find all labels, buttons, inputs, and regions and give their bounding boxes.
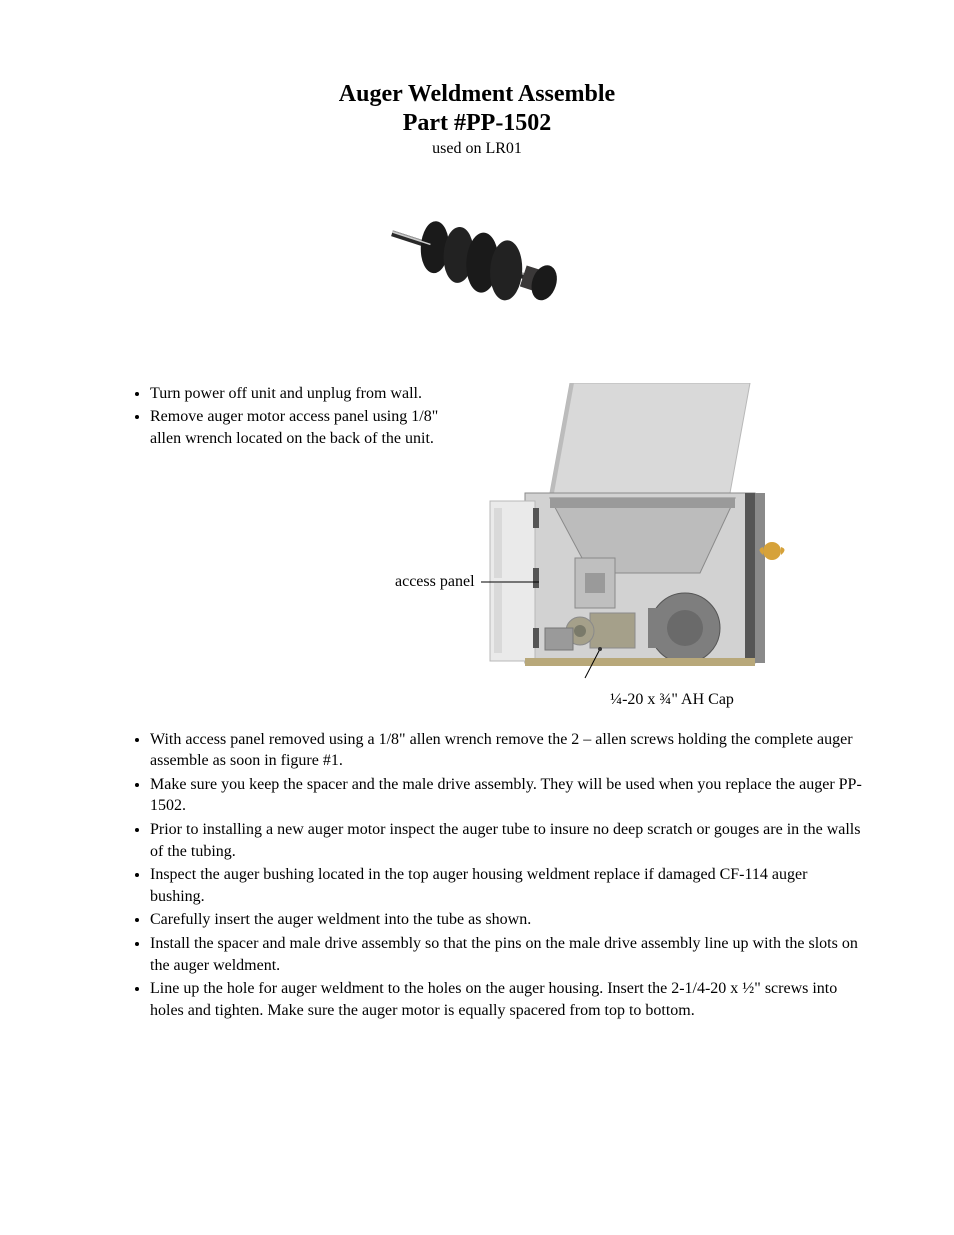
list-item: Carefully insert the auger weldment into…	[150, 909, 864, 931]
bullets-top: Turn power off unit and unplug from wall…	[130, 383, 460, 450]
instruction-list-top: Turn power off unit and unplug from wall…	[90, 383, 460, 452]
title-line-1: Auger Weldment Assemble	[90, 80, 864, 109]
auger-figure	[90, 208, 864, 323]
bullets-bottom: With access panel removed using a 1/8" a…	[130, 729, 864, 1022]
list-item: Inspect the auger bushing located in the…	[150, 864, 864, 907]
list-item: Prior to installing a new auger motor in…	[150, 819, 864, 862]
unit-figure-block: access panel	[480, 383, 864, 709]
pellet-unit-icon	[480, 383, 864, 683]
document-page: Auger Weldment Assemble Part #PP-1502 us…	[0, 0, 954, 1235]
auger-weldment-icon	[377, 208, 577, 323]
callout-access-panel: access panel	[395, 573, 541, 591]
instruction-list-bottom: With access panel removed using a 1/8" a…	[90, 729, 864, 1022]
list-item: Install the spacer and male drive assemb…	[150, 933, 864, 976]
list-item: Make sure you keep the spacer and the ma…	[150, 774, 864, 817]
list-item: Remove auger motor access panel using 1/…	[150, 406, 460, 449]
section-1: Turn power off unit and unplug from wall…	[90, 383, 864, 709]
title-line-2: Part #PP-1502	[90, 109, 864, 138]
list-item: Turn power off unit and unplug from wall…	[150, 383, 460, 405]
list-item: Line up the hole for auger weldment to t…	[150, 978, 864, 1021]
subtitle: used on LR01	[90, 140, 864, 158]
callout-label-text: access panel	[395, 573, 475, 590]
callout-ah-cap: ¼-20 x ¾" AH Cap	[480, 691, 864, 709]
list-item: With access panel removed using a 1/8" a…	[150, 729, 864, 772]
title-block: Auger Weldment Assemble Part #PP-1502 us…	[90, 80, 864, 158]
